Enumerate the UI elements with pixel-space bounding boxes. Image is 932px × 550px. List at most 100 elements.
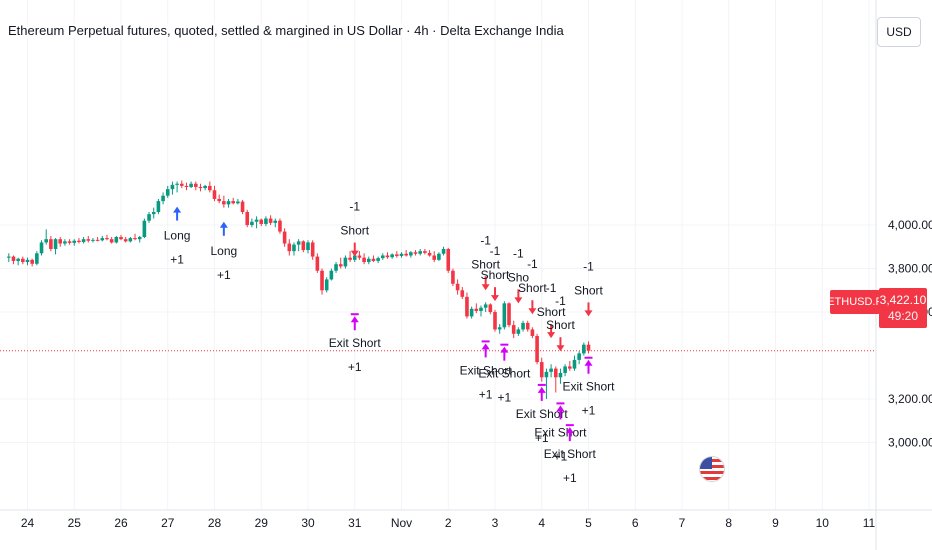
candle <box>296 239 301 252</box>
signal-label: -1 <box>490 244 501 258</box>
short-signal: Sho -1 <box>508 246 529 304</box>
candle-body <box>479 307 483 311</box>
candle-body <box>568 366 572 369</box>
candle <box>278 218 282 234</box>
candle-body <box>194 183 198 187</box>
signal-label: Exit Short <box>478 367 531 381</box>
signal-label: Short <box>340 224 369 238</box>
signal-label: +1 <box>498 391 512 405</box>
candle <box>343 255 348 269</box>
candle-body <box>296 241 301 245</box>
candle-body <box>474 308 479 311</box>
candle-body <box>198 186 203 189</box>
time-axis[interactable]: 24 25 26 27 28 29 30 31 Nov 2 3 4 5 6 7 8 9 10 11 <box>21 516 876 530</box>
x-tick-label: 28 <box>208 516 222 530</box>
chart-title: Ethereum Perpetual futures, quoted, sett… <box>6 23 566 38</box>
candle-body <box>273 220 278 223</box>
signal-label: +1 <box>554 449 568 463</box>
y-tick-label: 3,800.00 <box>888 262 932 276</box>
candle-body <box>530 329 535 336</box>
arrow-head <box>500 346 509 353</box>
candle-body <box>465 296 469 317</box>
currency-button[interactable]: USD <box>877 17 921 47</box>
candle <box>226 198 231 208</box>
candle <box>231 197 235 205</box>
candle-body <box>21 258 25 263</box>
candle <box>577 351 581 365</box>
x-tick-label: 29 <box>255 516 269 530</box>
candle-body <box>49 239 53 249</box>
candle-body <box>525 322 530 330</box>
price-axis[interactable]: 4,000.003,800.003,600.003,200.003,000.00 <box>888 218 932 449</box>
candle-body <box>502 303 507 328</box>
candle <box>63 239 67 246</box>
candle-body <box>268 218 273 223</box>
candle-body <box>544 371 549 378</box>
current-price-label: 3,422.10 49:20 <box>879 288 927 328</box>
candle-body <box>423 251 427 253</box>
candle-body <box>25 259 30 263</box>
candle-body <box>553 368 558 378</box>
x-tick-label: 6 <box>632 516 639 530</box>
candle-body <box>212 190 217 199</box>
candle <box>413 250 418 256</box>
candle-body <box>240 201 245 212</box>
candle-body <box>175 183 179 185</box>
arrow-head <box>514 297 523 304</box>
candle-body <box>437 253 441 260</box>
candle-body <box>142 220 147 238</box>
signal-label: Exit Short <box>534 425 587 439</box>
candle <box>441 246 446 256</box>
signal-label: -1 <box>527 257 538 271</box>
candle <box>16 257 20 266</box>
us-flag-icon[interactable] <box>700 457 724 481</box>
signal-label: -1 <box>349 200 360 214</box>
short-signal: Short-1 <box>537 281 566 339</box>
candle <box>404 250 408 257</box>
candle <box>455 279 460 295</box>
candle <box>137 235 142 243</box>
signal-label: Exit Short <box>460 363 513 377</box>
candle-body <box>58 239 63 244</box>
candle-body <box>488 304 493 313</box>
candle <box>236 198 240 205</box>
candle-body <box>427 252 432 256</box>
candle <box>114 235 119 244</box>
candle <box>273 218 278 228</box>
arrow-head <box>547 332 556 339</box>
candle <box>437 252 441 261</box>
candle <box>133 233 137 241</box>
candle-body <box>95 239 100 241</box>
candle-body <box>217 198 221 202</box>
candle <box>446 247 451 273</box>
candle-body <box>357 255 362 258</box>
candle <box>81 237 86 244</box>
candle <box>109 237 114 244</box>
arrow-head <box>584 310 593 317</box>
candle-body <box>549 368 553 372</box>
x-tick-label: 26 <box>114 516 128 530</box>
candle <box>418 248 422 256</box>
long-signal: Long +1 <box>164 206 190 267</box>
candle-body <box>170 184 175 190</box>
candle <box>49 235 53 252</box>
candle-body <box>395 254 399 256</box>
candle <box>366 256 371 265</box>
candle-body <box>507 303 511 326</box>
signal-label: +1 <box>479 387 493 401</box>
candle-body <box>404 253 408 256</box>
candle <box>535 333 539 365</box>
candle <box>165 185 170 198</box>
candle-body <box>432 255 437 260</box>
candle <box>582 342 586 356</box>
signal-label: Short <box>537 305 566 319</box>
candle <box>451 268 455 286</box>
signal-label: Short <box>518 281 547 295</box>
candle-body <box>563 366 567 373</box>
exit-signal: Exit Short +1 <box>534 402 587 463</box>
candle-body <box>409 252 413 256</box>
exit-signal: Exit Short+1 <box>516 383 568 445</box>
arrow-head <box>219 221 228 228</box>
candle <box>184 182 189 191</box>
